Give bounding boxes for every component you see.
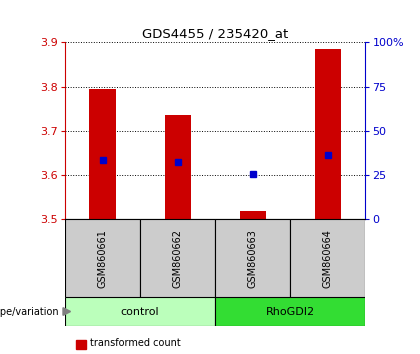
- Text: GSM860663: GSM860663: [248, 229, 258, 288]
- Text: GSM860664: GSM860664: [323, 229, 333, 288]
- Bar: [290, 219, 365, 297]
- Text: GSM860662: GSM860662: [173, 229, 183, 288]
- Bar: [215, 297, 365, 326]
- Bar: [240, 211, 266, 219]
- Bar: [315, 49, 341, 219]
- Text: GSM860661: GSM860661: [97, 229, 108, 288]
- Bar: [65, 297, 215, 326]
- Text: transformed count: transformed count: [90, 338, 181, 348]
- Text: control: control: [121, 307, 160, 316]
- Bar: [65, 219, 140, 297]
- Bar: [215, 219, 290, 297]
- Bar: [140, 219, 215, 297]
- Bar: [89, 89, 116, 219]
- Title: GDS4455 / 235420_at: GDS4455 / 235420_at: [142, 27, 289, 40]
- Text: genotype/variation: genotype/variation: [0, 307, 59, 316]
- Text: RhoGDI2: RhoGDI2: [266, 307, 315, 316]
- Bar: [165, 115, 191, 219]
